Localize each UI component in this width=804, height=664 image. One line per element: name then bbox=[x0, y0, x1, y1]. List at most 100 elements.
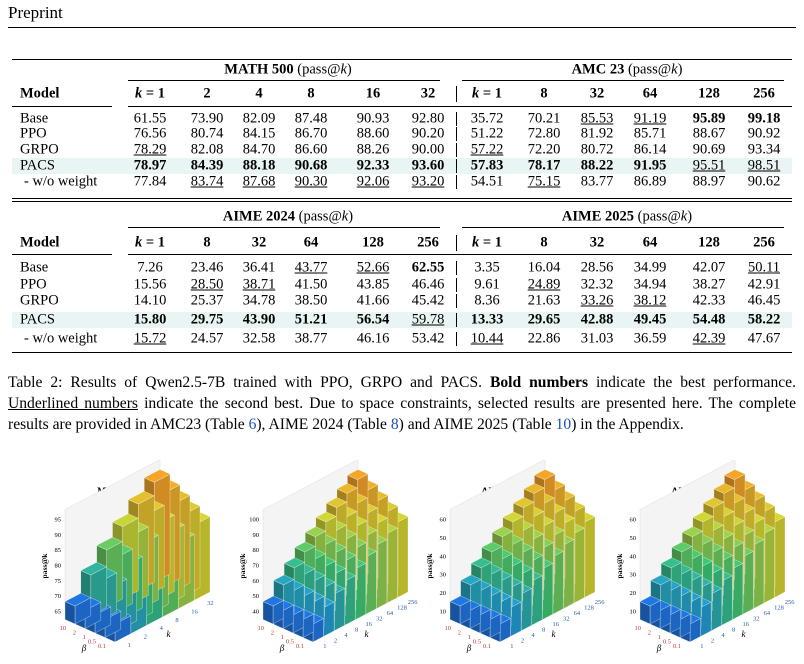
table-cell: 38.50 bbox=[294, 292, 328, 309]
z-tick-label: 20 bbox=[630, 590, 637, 597]
model-name: Base bbox=[20, 259, 49, 276]
model-name: PPO bbox=[20, 125, 47, 142]
table-cell: 47.67 bbox=[747, 330, 781, 347]
table-cell: 41.66 bbox=[356, 292, 390, 309]
k-tick-label: 256 bbox=[595, 599, 606, 606]
table-cell: 42.91 bbox=[747, 276, 781, 293]
k-tick-label: 128 bbox=[397, 604, 407, 611]
model-name: GRPO bbox=[20, 292, 59, 309]
caption-text: Bold numbers bbox=[489, 374, 589, 391]
table-cell: 75.15 bbox=[527, 173, 561, 190]
table-cell: 14.10 bbox=[133, 292, 167, 309]
block-face bbox=[397, 516, 409, 598]
k-axis-label: k bbox=[167, 629, 172, 639]
cmidrule bbox=[462, 227, 784, 228]
beta-tick-label: 2 bbox=[458, 629, 461, 636]
table-cell: 83.74 bbox=[190, 173, 224, 190]
block-face bbox=[336, 483, 358, 494]
k-tick-label: 4 bbox=[160, 625, 164, 632]
beta-tick-label: 0.1 bbox=[483, 643, 491, 650]
table-cell: 46.45 bbox=[747, 292, 781, 309]
header-rule bbox=[8, 27, 796, 28]
block-face bbox=[534, 469, 556, 480]
block-face bbox=[294, 541, 316, 553]
table-cell: 90.69 bbox=[692, 141, 726, 158]
row-highlight bbox=[12, 158, 792, 174]
beta-axis-label: β bbox=[279, 643, 285, 653]
double-rule bbox=[12, 198, 792, 199]
beta-tick-label: 1 bbox=[83, 634, 86, 641]
block-face bbox=[273, 574, 295, 586]
table-link[interactable]: 10 bbox=[555, 416, 572, 433]
table-cell: 42.07 bbox=[692, 259, 726, 276]
table-cell: 42.39 bbox=[692, 330, 726, 347]
model-name: - w/o weight bbox=[24, 330, 98, 347]
k-tick-label: 4 bbox=[721, 632, 725, 639]
table-cell: 24.89 bbox=[527, 276, 561, 293]
k-tick-label: 64 bbox=[764, 610, 771, 617]
model-header: Model bbox=[20, 234, 60, 251]
table-cell: 43.77 bbox=[294, 259, 328, 276]
table-cell: 62.55 bbox=[411, 259, 445, 276]
block-face bbox=[681, 526, 704, 537]
beta-tick-label: 2 bbox=[271, 629, 274, 636]
table-cell: 82.08 bbox=[190, 141, 224, 158]
group-metric: (pass@k) bbox=[298, 208, 354, 225]
table-cell: 36.41 bbox=[242, 259, 276, 276]
table-cell: 90.68 bbox=[294, 157, 328, 174]
table-cell: 88.97 bbox=[692, 173, 726, 190]
table-cell: 56.54 bbox=[356, 311, 390, 328]
beta-axis-label: β bbox=[656, 643, 662, 653]
caption-text: ) in the Appendix. bbox=[571, 416, 684, 433]
cmidrule bbox=[462, 80, 784, 81]
z-tick-label: 10 bbox=[440, 608, 447, 615]
beta-tick-label: 10 bbox=[60, 625, 67, 632]
column-header: 256 bbox=[417, 234, 439, 251]
z-axis-label: pass@k bbox=[238, 553, 247, 579]
z-tick-label: 20 bbox=[440, 590, 447, 597]
column-header: k = 1 bbox=[134, 85, 166, 102]
separator bbox=[456, 127, 457, 141]
table-cell: 87.68 bbox=[242, 173, 276, 190]
header-rule bbox=[128, 254, 792, 255]
table-cell: 86.14 bbox=[633, 141, 667, 158]
column-header: 2 bbox=[203, 85, 211, 102]
k-tick-label: 2 bbox=[521, 638, 524, 645]
table-cell: 78.17 bbox=[527, 157, 561, 174]
beta-tick-label: 0.5 bbox=[663, 638, 671, 645]
table-cell: 15.80 bbox=[133, 311, 167, 328]
table-cell: 33.26 bbox=[580, 292, 614, 309]
table-cell: 31.03 bbox=[580, 330, 614, 347]
table-cell: 36.59 bbox=[633, 330, 667, 347]
table-cell: 92.06 bbox=[356, 173, 390, 190]
table-link[interactable]: 6 bbox=[248, 416, 257, 433]
column-header: 32 bbox=[589, 85, 605, 102]
separator bbox=[456, 278, 457, 292]
z-axis-label: pass@k bbox=[615, 553, 624, 579]
table-cell: 88.22 bbox=[580, 157, 614, 174]
block-face bbox=[660, 557, 683, 568]
table-cell: 9.61 bbox=[474, 276, 500, 293]
separator bbox=[456, 235, 457, 251]
table-cell: 15.56 bbox=[133, 276, 167, 293]
z-tick-label: 10 bbox=[630, 608, 637, 615]
table-cell: 78.29 bbox=[133, 141, 167, 158]
z-tick-label: 95 bbox=[55, 516, 62, 523]
k-tick-label: 4 bbox=[531, 632, 535, 639]
table-cell: 32.58 bbox=[242, 330, 276, 347]
beta-tick-label: 1 bbox=[658, 634, 661, 641]
z-tick-label: 40 bbox=[440, 553, 447, 560]
separator bbox=[456, 294, 457, 308]
z-tick-label: 90 bbox=[253, 532, 260, 539]
table-cell: 77.84 bbox=[133, 173, 167, 190]
column-header: 128 bbox=[362, 234, 384, 251]
k-axis-label: k bbox=[742, 629, 747, 639]
table-cell: 51.21 bbox=[294, 311, 328, 328]
z-tick-label: 60 bbox=[253, 578, 260, 585]
table-link[interactable]: 8 bbox=[390, 416, 399, 433]
table-cell: 32.32 bbox=[580, 276, 614, 293]
separator bbox=[456, 86, 457, 102]
block-face bbox=[491, 526, 514, 537]
table-cell: 34.94 bbox=[633, 276, 667, 293]
beta-tick-label: 2 bbox=[648, 629, 651, 636]
